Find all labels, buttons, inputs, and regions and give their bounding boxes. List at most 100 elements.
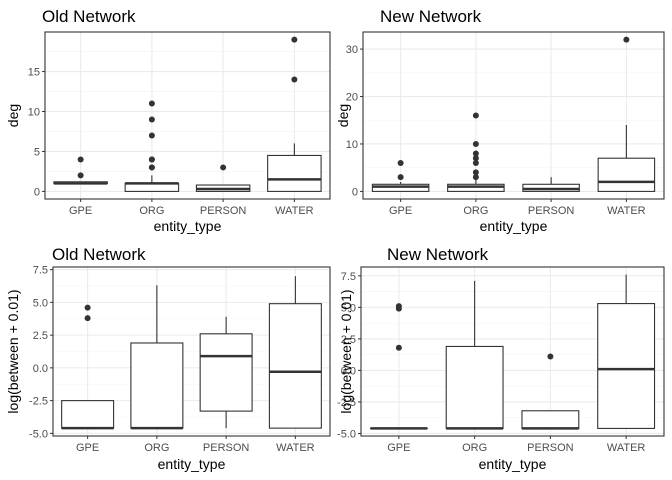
box-org (130, 285, 184, 430)
outlier-point (291, 76, 298, 83)
outlier-point (77, 172, 84, 179)
box-water (597, 274, 656, 429)
x-tick-label: ORG (139, 205, 164, 217)
box-gpe (371, 159, 430, 192)
x-tick-label: PERSON (527, 442, 574, 454)
box-water (267, 36, 322, 192)
outlier-point (472, 174, 479, 181)
outlier-point (623, 36, 630, 43)
box-gpe (61, 304, 115, 430)
outlier-point (148, 156, 155, 163)
chart-title: New Network (380, 7, 482, 26)
x-tick-label: ORG (463, 205, 488, 217)
outlier-point (148, 100, 155, 107)
x-tick-label: WATER (607, 205, 646, 217)
chart-title: New Network (387, 245, 489, 264)
x-tick-label: WATER (607, 442, 646, 454)
outlier-point (472, 155, 479, 162)
y-axis-title: log(between + 0.01) (5, 289, 21, 413)
box-iqr (597, 157, 656, 192)
outlier-point (220, 164, 227, 171)
box-water (268, 276, 322, 429)
outlier-point (397, 174, 404, 181)
y-tick-label: 10 (346, 139, 358, 151)
x-tick-label: WATER (276, 442, 315, 454)
outlier-point (148, 116, 155, 123)
y-tick-label: 15 (28, 67, 40, 79)
box-iqr (130, 342, 184, 429)
y-tick-label: -5.0 (29, 428, 48, 440)
box-person (522, 177, 580, 192)
x-tick-label: PERSON (203, 442, 250, 454)
outlier-point (291, 36, 298, 43)
outlier-point (77, 156, 84, 163)
y-tick-label: -5.0 (337, 428, 356, 440)
y-axis-title: deg (5, 104, 21, 127)
box-iqr (199, 333, 253, 412)
outlier-point (395, 305, 402, 312)
outlier-point (84, 315, 91, 322)
x-tick-label: WATER (275, 205, 314, 217)
box-person (195, 164, 251, 192)
x-axis-title: entity_type (154, 218, 222, 234)
chart-title: Old Network (42, 7, 136, 26)
y-tick-label: 5.0 (33, 297, 48, 309)
y-tick-label: 0 (34, 186, 40, 198)
box-iqr (445, 345, 504, 429)
x-tick-label: GPE (389, 205, 412, 217)
y-tick-label: 0.0 (33, 363, 48, 375)
y-axis-title: log(between + 0.01) (338, 289, 354, 413)
outlier-point (148, 132, 155, 139)
x-axis-title: entity_type (479, 456, 547, 472)
box-iqr (267, 154, 322, 192)
box-iqr (268, 303, 322, 429)
box-water (597, 36, 656, 192)
outlier-point (472, 169, 479, 176)
outlier-point (472, 159, 479, 166)
panel-border (362, 31, 665, 200)
x-tick-label: GPE (69, 205, 92, 217)
box-iqr (597, 303, 656, 429)
x-tick-label: GPE (76, 442, 99, 454)
y-tick-label: 0.0 (341, 365, 356, 377)
chart-panel-2: 0 10 20 30 GPE ORG PERSON WATER New Network entit… (335, 7, 665, 234)
x-tick-label: GPE (387, 442, 410, 454)
y-tick-label: 7.5 (341, 271, 356, 283)
box-org (124, 100, 180, 192)
chart-title: Old Network (52, 245, 146, 264)
box-iqr (61, 400, 115, 429)
outlier-point (148, 164, 155, 171)
box-person (199, 316, 253, 429)
panel-border (360, 266, 665, 437)
x-tick-label: PERSON (528, 205, 575, 217)
outlier-point (472, 150, 479, 157)
y-tick-label: -2.5 (29, 396, 48, 408)
outlier-point (472, 140, 479, 147)
panel-border (44, 31, 331, 200)
chart-panel-3: -5.0 -2.5 0.0 2.5 5.0 7.5 GPE ORG PERSON WATER Old… (5, 245, 331, 472)
y-tick-label: 0 (352, 186, 358, 198)
outlier-point (472, 112, 479, 119)
outlier-point (547, 353, 554, 360)
box-iqr (521, 410, 580, 429)
box-org (445, 280, 504, 430)
x-tick-label: PERSON (200, 205, 247, 217)
y-tick-label: 5 (34, 146, 40, 158)
x-axis-title: entity_type (480, 218, 548, 234)
y-tick-label: 2.5 (341, 334, 356, 346)
y-tick-label: 30 (346, 44, 358, 56)
y-tick-label: 7.5 (33, 265, 48, 277)
x-tick-label: ORG (462, 442, 487, 454)
box-gpe (53, 156, 108, 185)
y-tick-label: -2.5 (337, 397, 356, 409)
outlier-point (395, 344, 402, 351)
box-person (521, 353, 580, 430)
y-tick-label: 20 (346, 92, 358, 104)
y-tick-label: 5.0 (341, 302, 356, 314)
y-axis-title: deg (335, 104, 351, 127)
x-tick-label: ORG (144, 442, 169, 454)
y-tick-label: 2.5 (33, 330, 48, 342)
box-gpe (369, 303, 428, 430)
chart-panel-4: -5.0 -2.5 0.0 2.5 5.0 7.5 GPE ORG PERSON WATER New… (337, 245, 665, 472)
